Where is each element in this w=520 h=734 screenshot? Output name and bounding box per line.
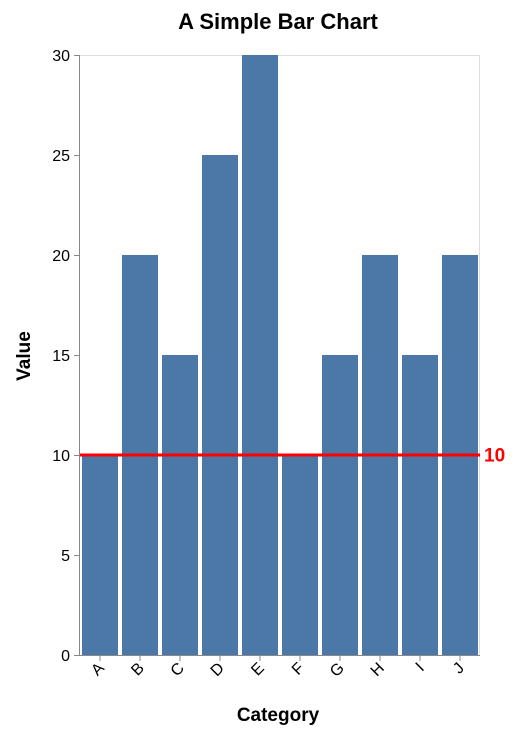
reference-line-label: 10: [484, 446, 505, 467]
x-tick-label: D: [208, 660, 228, 680]
x-tick-label: J: [450, 660, 468, 678]
bar-f: [282, 455, 318, 655]
x-tick-label: C: [168, 660, 188, 680]
reference-line-layer: 10: [80, 446, 505, 467]
x-tick-label: I: [413, 660, 428, 675]
bar-a: [82, 455, 118, 655]
y-axis-title: Value: [14, 331, 35, 381]
bars-layer: [82, 55, 478, 655]
y-tick-label: 30: [52, 48, 70, 65]
y-tick-label: 20: [52, 248, 70, 265]
x-tick-label: H: [368, 660, 388, 680]
x-axis-title: Category: [237, 705, 320, 726]
y-tick-label: 0: [61, 648, 70, 665]
x-tick-label: F: [289, 660, 308, 679]
x-tick-label: A: [88, 660, 108, 680]
bar-c: [162, 355, 198, 655]
bar-e: [242, 55, 278, 655]
x-tick-label: E: [248, 660, 268, 680]
x-tick-label: B: [128, 660, 148, 680]
chart-title: A Simple Bar Chart: [178, 9, 378, 34]
y-tick-label: 5: [61, 548, 70, 565]
y-tick-label: 10: [52, 448, 70, 465]
y-tick-label: 15: [52, 348, 70, 365]
bar-i: [402, 355, 438, 655]
bar-d: [202, 155, 238, 655]
y-tick-label: 25: [52, 148, 70, 165]
x-tick-label: G: [327, 660, 348, 681]
bar-g: [322, 355, 358, 655]
y-axis: 0 5 10 15 20 25 30: [52, 48, 80, 665]
